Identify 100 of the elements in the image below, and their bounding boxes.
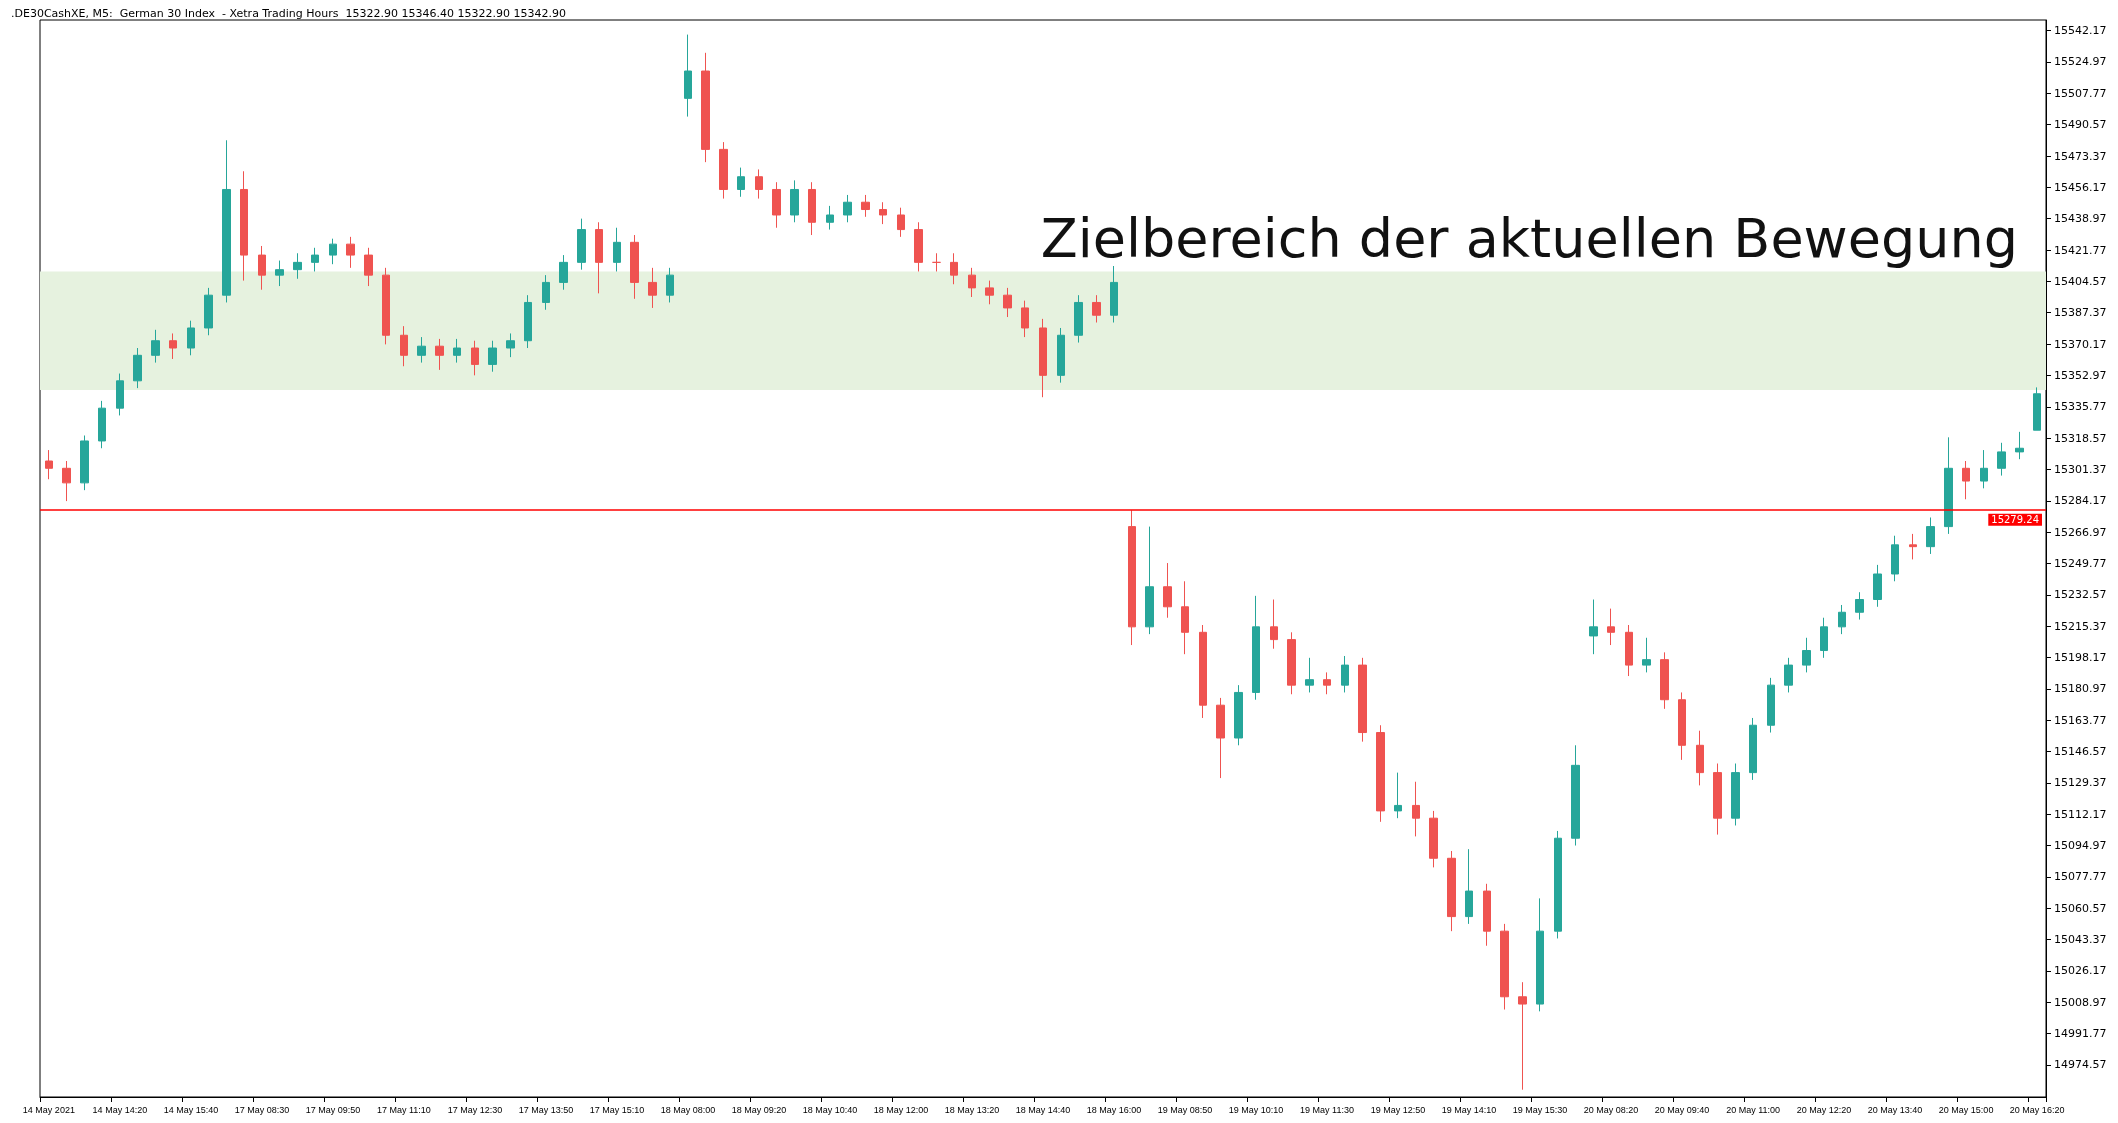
x-tick-label: 17 May 15:10 xyxy=(589,1104,645,1115)
candlestick xyxy=(1057,327,1065,384)
candlestick xyxy=(737,167,745,198)
candlestick xyxy=(1252,595,1260,701)
candlestick xyxy=(258,245,266,291)
candlestick xyxy=(1838,604,1846,635)
y-tick-label: 15026.17 xyxy=(2054,964,2107,978)
chart-title: .DE30CashXE, M5: German 30 Index - Xetra Trading Hours 15322.90 15346.40 15322.90 15342.90 xyxy=(11,7,566,20)
candlestick xyxy=(346,236,355,269)
candlestick xyxy=(701,52,710,163)
candlestick xyxy=(861,194,870,218)
x-tick-label: 17 May 13:50 xyxy=(518,1104,574,1115)
candlestick xyxy=(1784,657,1793,693)
y-tick-label: 15352.97 xyxy=(2054,368,2107,382)
x-tick-label: 20 May 08:20 xyxy=(1583,1104,1639,1115)
candlestick xyxy=(1731,763,1740,826)
candlestick xyxy=(790,179,799,223)
candlestick xyxy=(1696,730,1704,786)
candlestick xyxy=(1483,883,1491,947)
candlestick xyxy=(1660,651,1669,710)
x-tick-label: 18 May 16:00 xyxy=(1086,1104,1142,1115)
y-tick-label: 15456.17 xyxy=(2054,180,2107,194)
x-tick-label: 17 May 08:30 xyxy=(234,1104,290,1115)
candlestick xyxy=(62,460,71,502)
candlestick xyxy=(1394,772,1402,819)
y-tick-label: 15507.77 xyxy=(2054,86,2107,100)
x-tick-label: 18 May 09:20 xyxy=(731,1104,787,1115)
candlestick xyxy=(1962,460,1970,500)
y-tick-label: 15421.77 xyxy=(2054,243,2107,257)
candlestick xyxy=(950,252,958,285)
candlestick xyxy=(1465,848,1473,925)
candlestick xyxy=(613,227,621,272)
x-tick-label: 20 May 13:40 xyxy=(1867,1104,1923,1115)
candlestick xyxy=(1678,691,1686,761)
x-tick-label: 20 May 09:40 xyxy=(1654,1104,1710,1115)
x-tick-label: 18 May 10:40 xyxy=(802,1104,858,1115)
y-tick-label: 15542.17 xyxy=(2054,24,2107,38)
candlestick xyxy=(1518,981,1527,1091)
y-tick-label: 15524.97 xyxy=(2054,55,2107,69)
candlestick xyxy=(914,221,923,272)
y-tick-label: 15266.97 xyxy=(2054,525,2107,539)
candlestick xyxy=(471,340,479,376)
candlestick xyxy=(524,294,532,349)
candlestick xyxy=(435,338,444,371)
candlestick xyxy=(1571,744,1580,847)
candlestick xyxy=(311,247,319,272)
candlestick xyxy=(1536,897,1544,1012)
candlestick xyxy=(1429,810,1438,868)
ref-line-label: 15279.24 xyxy=(1991,514,2039,526)
candlestick xyxy=(1358,657,1367,743)
x-tick-label: 14 May 15:40 xyxy=(163,1104,219,1115)
candlestick xyxy=(826,205,834,231)
candlestick xyxy=(1642,637,1651,673)
candlestick xyxy=(1128,509,1136,646)
x-tick-label: 14 May 14:20 xyxy=(92,1104,148,1115)
candlestick xyxy=(1341,655,1349,693)
candlestick xyxy=(80,434,89,491)
candlestick xyxy=(577,218,586,271)
candlestick xyxy=(240,170,248,282)
x-tick-label: 20 May 16:20 xyxy=(2009,1104,2065,1115)
candlestick xyxy=(648,267,657,309)
y-tick-label: 15318.57 xyxy=(2054,431,2107,445)
candlestick xyxy=(1145,526,1154,635)
candlestick xyxy=(1323,671,1331,695)
candlestick xyxy=(630,234,639,300)
y-tick-label: 15146.57 xyxy=(2054,745,2107,759)
y-tick-label: 15301.37 xyxy=(2054,462,2107,476)
candlestick xyxy=(968,267,976,298)
candlestick xyxy=(364,247,373,287)
y-tick-label: 15284.17 xyxy=(2054,494,2107,508)
y-tick-label: 15249.77 xyxy=(2054,556,2107,570)
candlestick xyxy=(1021,300,1029,338)
candlestick xyxy=(1092,294,1101,324)
y-tick-label: 15180.97 xyxy=(2054,682,2107,696)
x-tick-label: 17 May 12:30 xyxy=(447,1104,503,1115)
x-tick-label: 19 May 08:50 xyxy=(1157,1104,1213,1115)
candlestick xyxy=(808,181,816,236)
y-tick-label: 15077.77 xyxy=(2054,870,2107,884)
y-tick-label: 15335.77 xyxy=(2054,400,2107,414)
candlestick xyxy=(1589,599,1598,655)
y-tick-label: 14974.57 xyxy=(2054,1058,2107,1072)
candlestick xyxy=(1412,781,1420,837)
candlestick xyxy=(2015,431,2024,460)
candlestick xyxy=(1802,637,1811,673)
candlestick xyxy=(1003,287,1012,318)
candlestick xyxy=(1287,631,1296,695)
x-tick-label: 19 May 15:30 xyxy=(1512,1104,1568,1115)
candlestick xyxy=(488,340,497,373)
candlestick xyxy=(45,449,53,480)
candlestick xyxy=(1944,436,1953,535)
x-tick-label: 20 May 11:00 xyxy=(1726,1104,1781,1115)
candlestick xyxy=(772,181,781,229)
candlestick xyxy=(843,194,852,223)
y-tick-label: 15112.17 xyxy=(2054,807,2107,821)
y-tick-label: 14991.77 xyxy=(2054,1027,2107,1041)
candlestick xyxy=(1234,684,1243,746)
y-tick-label: 15387.37 xyxy=(2054,306,2107,320)
y-tick-label: 15438.97 xyxy=(2054,212,2107,226)
x-tick-label: 20 May 12:20 xyxy=(1796,1104,1852,1115)
candlestick xyxy=(1074,294,1083,344)
